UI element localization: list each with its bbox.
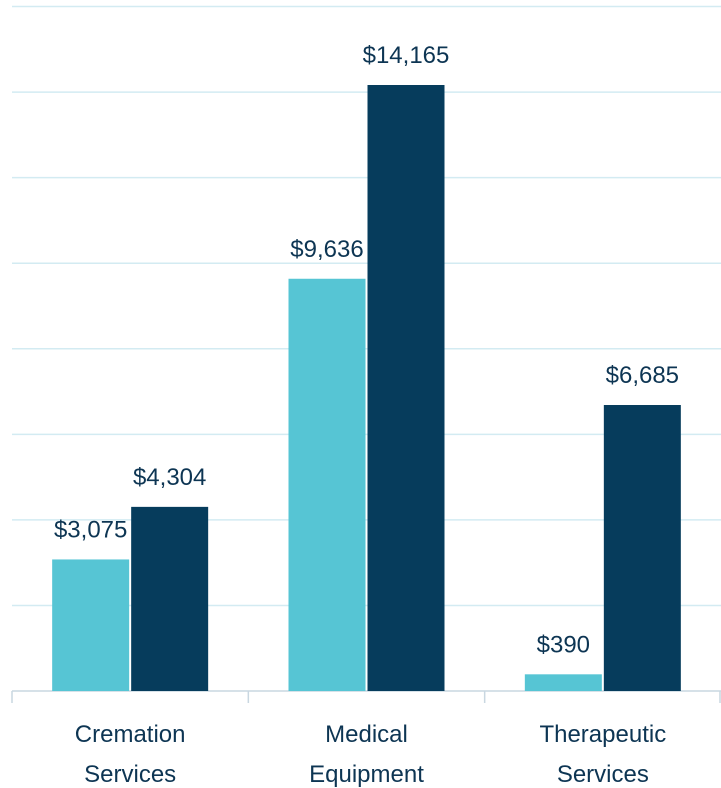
data-label: $9,636 [290, 236, 363, 263]
bar [131, 506, 209, 691]
data-label: $3,075 [54, 516, 127, 543]
data-label: $4,304 [133, 464, 206, 491]
x-tick-label: Medical Equipment [309, 721, 424, 788]
data-label: $6,685 [606, 362, 679, 389]
bar [367, 85, 445, 691]
data-label: $390 [537, 631, 590, 658]
bar [524, 674, 602, 691]
x-tick-label-line: Therapeutic [539, 721, 666, 748]
bar [52, 559, 130, 691]
x-tick-label: Cremation Services [75, 721, 186, 788]
x-tick-label: Therapeutic Services [539, 721, 666, 788]
x-tick-label-line: Services [84, 761, 176, 788]
x-tick-label-line: Services [557, 761, 649, 788]
x-tick-label-line: Medical [325, 721, 408, 748]
data-label: $14,165 [363, 42, 450, 69]
x-tick-label-line: Equipment [309, 761, 424, 788]
bar [288, 278, 366, 691]
bar [603, 405, 681, 691]
x-tick-label-line: Cremation [75, 721, 186, 748]
